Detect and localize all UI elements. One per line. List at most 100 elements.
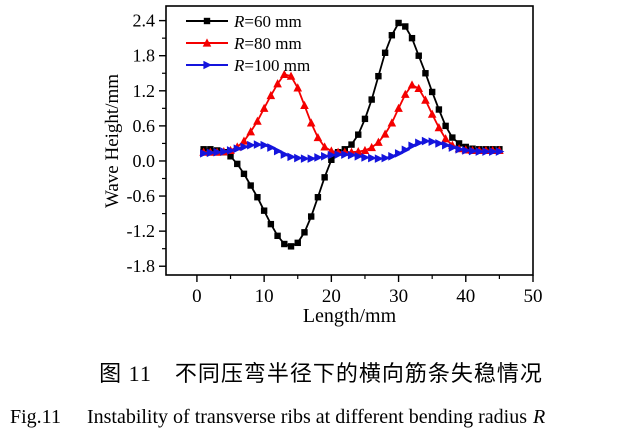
data-point-r80	[400, 89, 410, 98]
data-point-r80	[266, 90, 276, 100]
data-point-r60	[254, 194, 261, 201]
data-point-r100	[381, 153, 391, 163]
x-axis-tick-label: 20	[322, 286, 341, 307]
figure-caption-english: Fig.11 Instability of transverse ribs at …	[10, 406, 642, 429]
data-point-r60	[402, 23, 409, 30]
data-point-r100	[334, 150, 344, 159]
legend-marker-r60	[203, 17, 211, 25]
data-point-r100	[307, 154, 317, 163]
x-axis-tick-label: 40	[456, 286, 475, 307]
data-point-r100	[361, 153, 370, 162]
data-point-r80	[293, 83, 303, 92]
y-axis-tick-label: 2.4	[133, 11, 156, 31]
data-point-r60	[307, 213, 315, 220]
data-point-r100	[448, 143, 458, 152]
data-point-r100	[321, 151, 330, 161]
data-point-r60	[388, 32, 396, 39]
data-point-r100	[462, 146, 471, 155]
data-point-r100	[206, 148, 216, 158]
data-point-r60	[247, 182, 254, 189]
data-point-r80	[394, 103, 403, 112]
data-point-r100	[421, 136, 431, 146]
series-r60	[200, 19, 503, 250]
data-point-r60	[361, 115, 369, 123]
data-point-r100	[374, 154, 384, 163]
y-axis-tick-label: -1.2	[127, 221, 156, 241]
data-point-r60	[287, 243, 295, 250]
data-point-r100	[300, 154, 310, 163]
data-point-r100	[213, 147, 223, 157]
figure-caption-english-number: Fig.11	[10, 406, 61, 428]
data-point-r100	[220, 147, 229, 156]
data-point-r80	[407, 80, 417, 89]
data-point-r80	[421, 95, 430, 104]
y-axis-title: Wave Height/mm	[102, 74, 123, 208]
data-point-r60	[375, 72, 382, 80]
data-point-r100	[435, 139, 444, 148]
data-point-r100	[253, 140, 263, 149]
data-point-r80	[259, 103, 269, 112]
data-point-r80	[367, 142, 376, 152]
data-point-r80	[427, 109, 437, 118]
data-point-r60	[301, 229, 308, 236]
data-point-r100	[267, 143, 276, 152]
data-point-r100	[428, 137, 438, 146]
data-point-r100	[240, 142, 249, 152]
data-point-r80	[239, 136, 249, 145]
data-point-r80	[280, 69, 289, 79]
x-axis-title: Length/mm	[303, 305, 397, 327]
data-point-r100	[273, 146, 283, 156]
data-point-r100	[394, 149, 404, 158]
data-point-r100	[200, 149, 209, 158]
wave-height-line-chart: 0 10 20 30 40 50 -1.8 -1.2 -0.6 0.0 0.6 1.2 1.8 2.4 Le…	[102, 5, 543, 327]
x-axis-tick-label: 10	[255, 286, 274, 307]
data-point-r60	[240, 170, 248, 178]
data-point-r100	[347, 150, 357, 160]
data-point-r80	[434, 123, 444, 132]
data-point-r60	[415, 52, 422, 59]
data-point-r100	[233, 144, 243, 153]
data-point-r80	[380, 129, 390, 138]
plot-border	[165, 5, 534, 276]
data-point-r80	[387, 118, 397, 127]
y-axis-tick-label: 1.8	[133, 46, 156, 66]
data-point-r80	[306, 118, 316, 127]
data-point-r100	[475, 147, 485, 156]
data-point-r100	[468, 146, 478, 156]
figure-caption-chinese: 图 11 不同压弯半径下的横向筋条失稳情况	[99, 361, 543, 386]
data-point-r80	[300, 100, 309, 110]
y-axis-tick-label: -1.8	[127, 256, 156, 276]
data-point-r60	[442, 122, 449, 130]
data-point-r80	[441, 134, 450, 143]
data-point-r100	[401, 145, 411, 155]
data-point-r60	[234, 160, 241, 168]
data-point-r100	[408, 141, 418, 151]
data-point-r100	[287, 152, 297, 162]
legend-label-r100: R=100 mm	[233, 56, 310, 75]
data-point-r100	[489, 147, 498, 156]
data-point-r100	[294, 153, 303, 163]
data-point-r100	[260, 140, 270, 150]
legend-label-r60: R=60 mm	[233, 12, 302, 31]
y-axis-tick-label: 0.0	[133, 151, 156, 171]
data-point-r100	[226, 146, 236, 155]
data-point-r60	[428, 88, 436, 96]
data-point-r80	[414, 83, 424, 93]
data-point-r80	[374, 137, 383, 146]
data-point-r100	[415, 138, 424, 148]
data-point-r60	[381, 49, 389, 56]
data-point-r60	[408, 34, 416, 42]
data-point-r60	[449, 134, 456, 141]
data-point-r80	[286, 71, 296, 80]
data-point-r100	[327, 150, 337, 160]
data-point-r100	[455, 144, 465, 154]
data-point-r60	[281, 240, 288, 248]
data-point-r60	[294, 239, 301, 247]
data-point-r60	[314, 194, 322, 201]
data-point-r60	[435, 106, 443, 113]
x-axis-tick-label: 30	[389, 286, 408, 307]
data-point-r60	[455, 140, 463, 147]
figure-caption-english-symbol: R	[533, 406, 546, 428]
data-point-r100	[354, 151, 364, 161]
